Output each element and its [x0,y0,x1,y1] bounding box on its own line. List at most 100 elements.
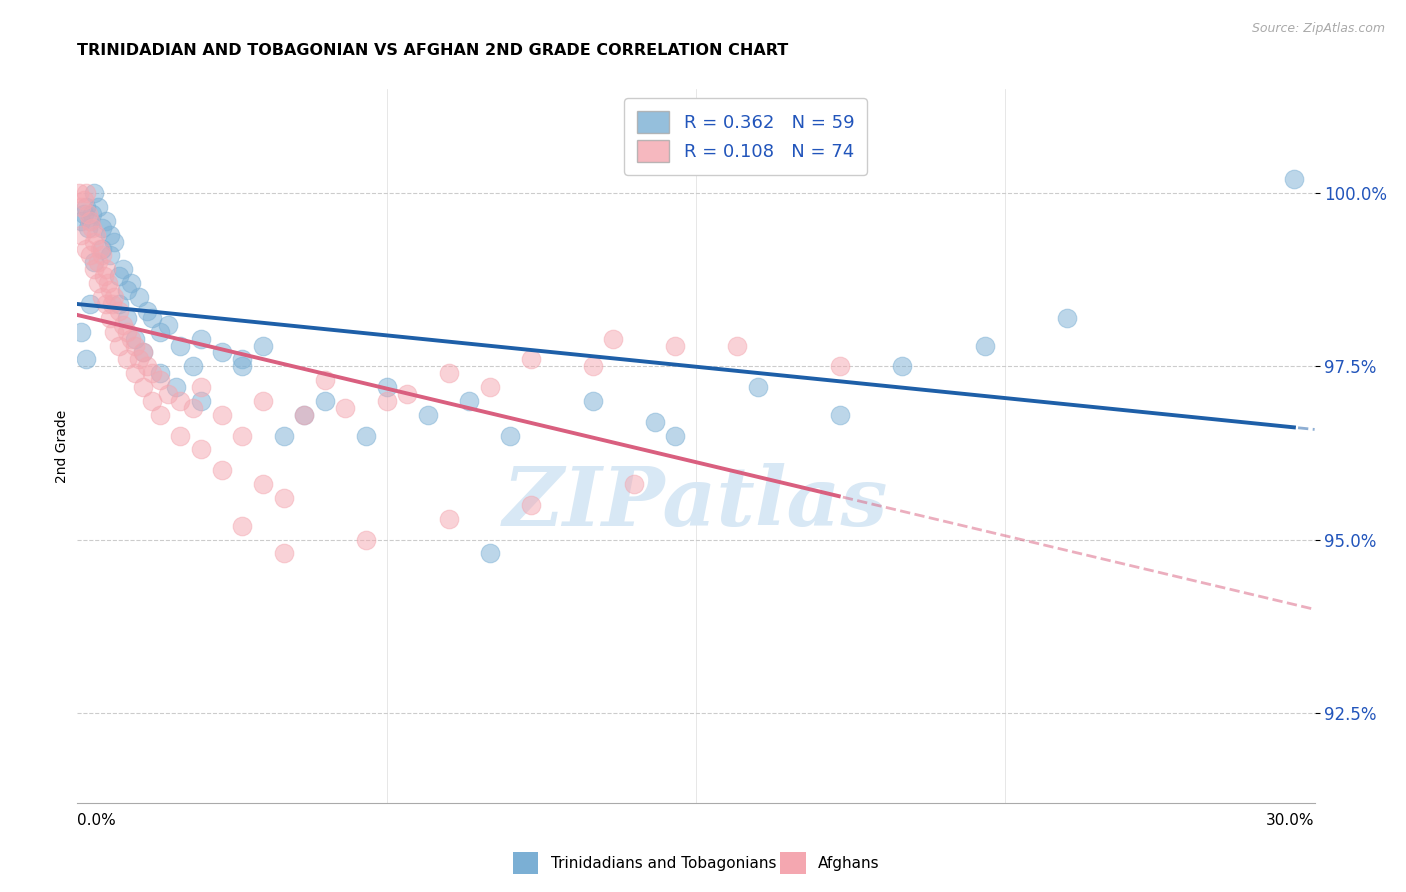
Point [70,227,93,242]
Point [128,290,150,304]
Point [89,242,111,256]
Point [76,220,98,235]
Point [91,248,114,262]
Point [107,304,129,318]
Point [437,512,460,526]
Point [190,380,212,394]
Point [830,408,852,422]
Point [96,262,118,277]
Point [83,235,105,249]
Point [520,352,543,367]
Point [973,338,995,352]
Point [478,546,501,560]
Point [101,297,124,311]
Point [181,359,204,374]
Point [87,276,110,290]
Point [103,325,125,339]
Point [375,394,398,409]
Point [273,546,295,560]
Point [128,352,150,367]
Point [79,214,101,228]
Point [149,366,172,380]
Point [252,477,274,491]
Point [96,297,118,311]
Point [582,394,605,409]
Point [314,373,336,387]
Point [115,310,138,325]
Point [136,359,159,374]
Point [231,518,253,533]
Point [93,269,115,284]
Point [1056,310,1078,325]
Point [120,332,142,346]
Point [111,262,134,277]
Point [97,276,120,290]
Text: 30.0%: 30.0% [1267,814,1315,828]
Point [273,491,295,505]
Point [582,359,605,374]
Point [169,394,191,409]
Point [211,463,233,477]
Point [75,352,97,367]
Point [72,193,94,207]
Point [231,352,253,367]
Point [891,359,914,374]
Point [375,380,398,394]
Point [499,428,522,442]
Point [520,498,543,512]
Point [396,387,419,401]
Point [1282,172,1305,186]
Point [67,186,90,201]
Point [211,345,233,359]
Point [80,207,103,221]
Point [252,394,274,409]
Point [98,283,121,297]
Point [80,220,103,235]
Point [747,380,769,394]
Point [664,428,686,442]
Point [98,227,121,242]
Point [292,408,315,422]
Point [83,262,105,277]
Point [72,207,94,221]
Point [75,200,97,214]
Point [70,325,93,339]
Point [70,214,93,228]
Point [725,338,748,352]
Point [830,359,852,374]
Text: 0.0%: 0.0% [77,814,117,828]
Point [141,394,163,409]
Point [103,290,125,304]
Point [98,248,121,262]
Text: TRINIDADIAN AND TOBAGONIAN VS AFGHAN 2ND GRADE CORRELATION CHART: TRINIDADIAN AND TOBAGONIAN VS AFGHAN 2ND… [77,43,789,58]
Text: Source: ZipAtlas.com: Source: ZipAtlas.com [1251,22,1385,36]
Point [111,318,134,332]
Point [190,332,212,346]
Point [416,408,439,422]
Point [623,477,645,491]
Point [136,304,159,318]
Point [84,227,107,242]
Point [132,345,155,359]
Point [83,186,105,201]
Text: ZIPatlas: ZIPatlas [503,463,889,543]
Point [664,338,686,352]
Point [165,380,187,394]
Point [458,394,481,409]
Point [141,366,163,380]
Point [292,408,315,422]
Point [169,428,191,442]
Point [644,415,666,429]
Point [76,207,98,221]
Point [149,373,172,387]
Point [124,338,146,352]
Point [354,428,377,442]
Point [141,310,163,325]
Point [314,394,336,409]
Point [132,345,155,359]
Point [132,380,155,394]
Point [169,338,191,352]
Point [190,394,212,409]
Point [149,325,172,339]
Point [96,214,118,228]
